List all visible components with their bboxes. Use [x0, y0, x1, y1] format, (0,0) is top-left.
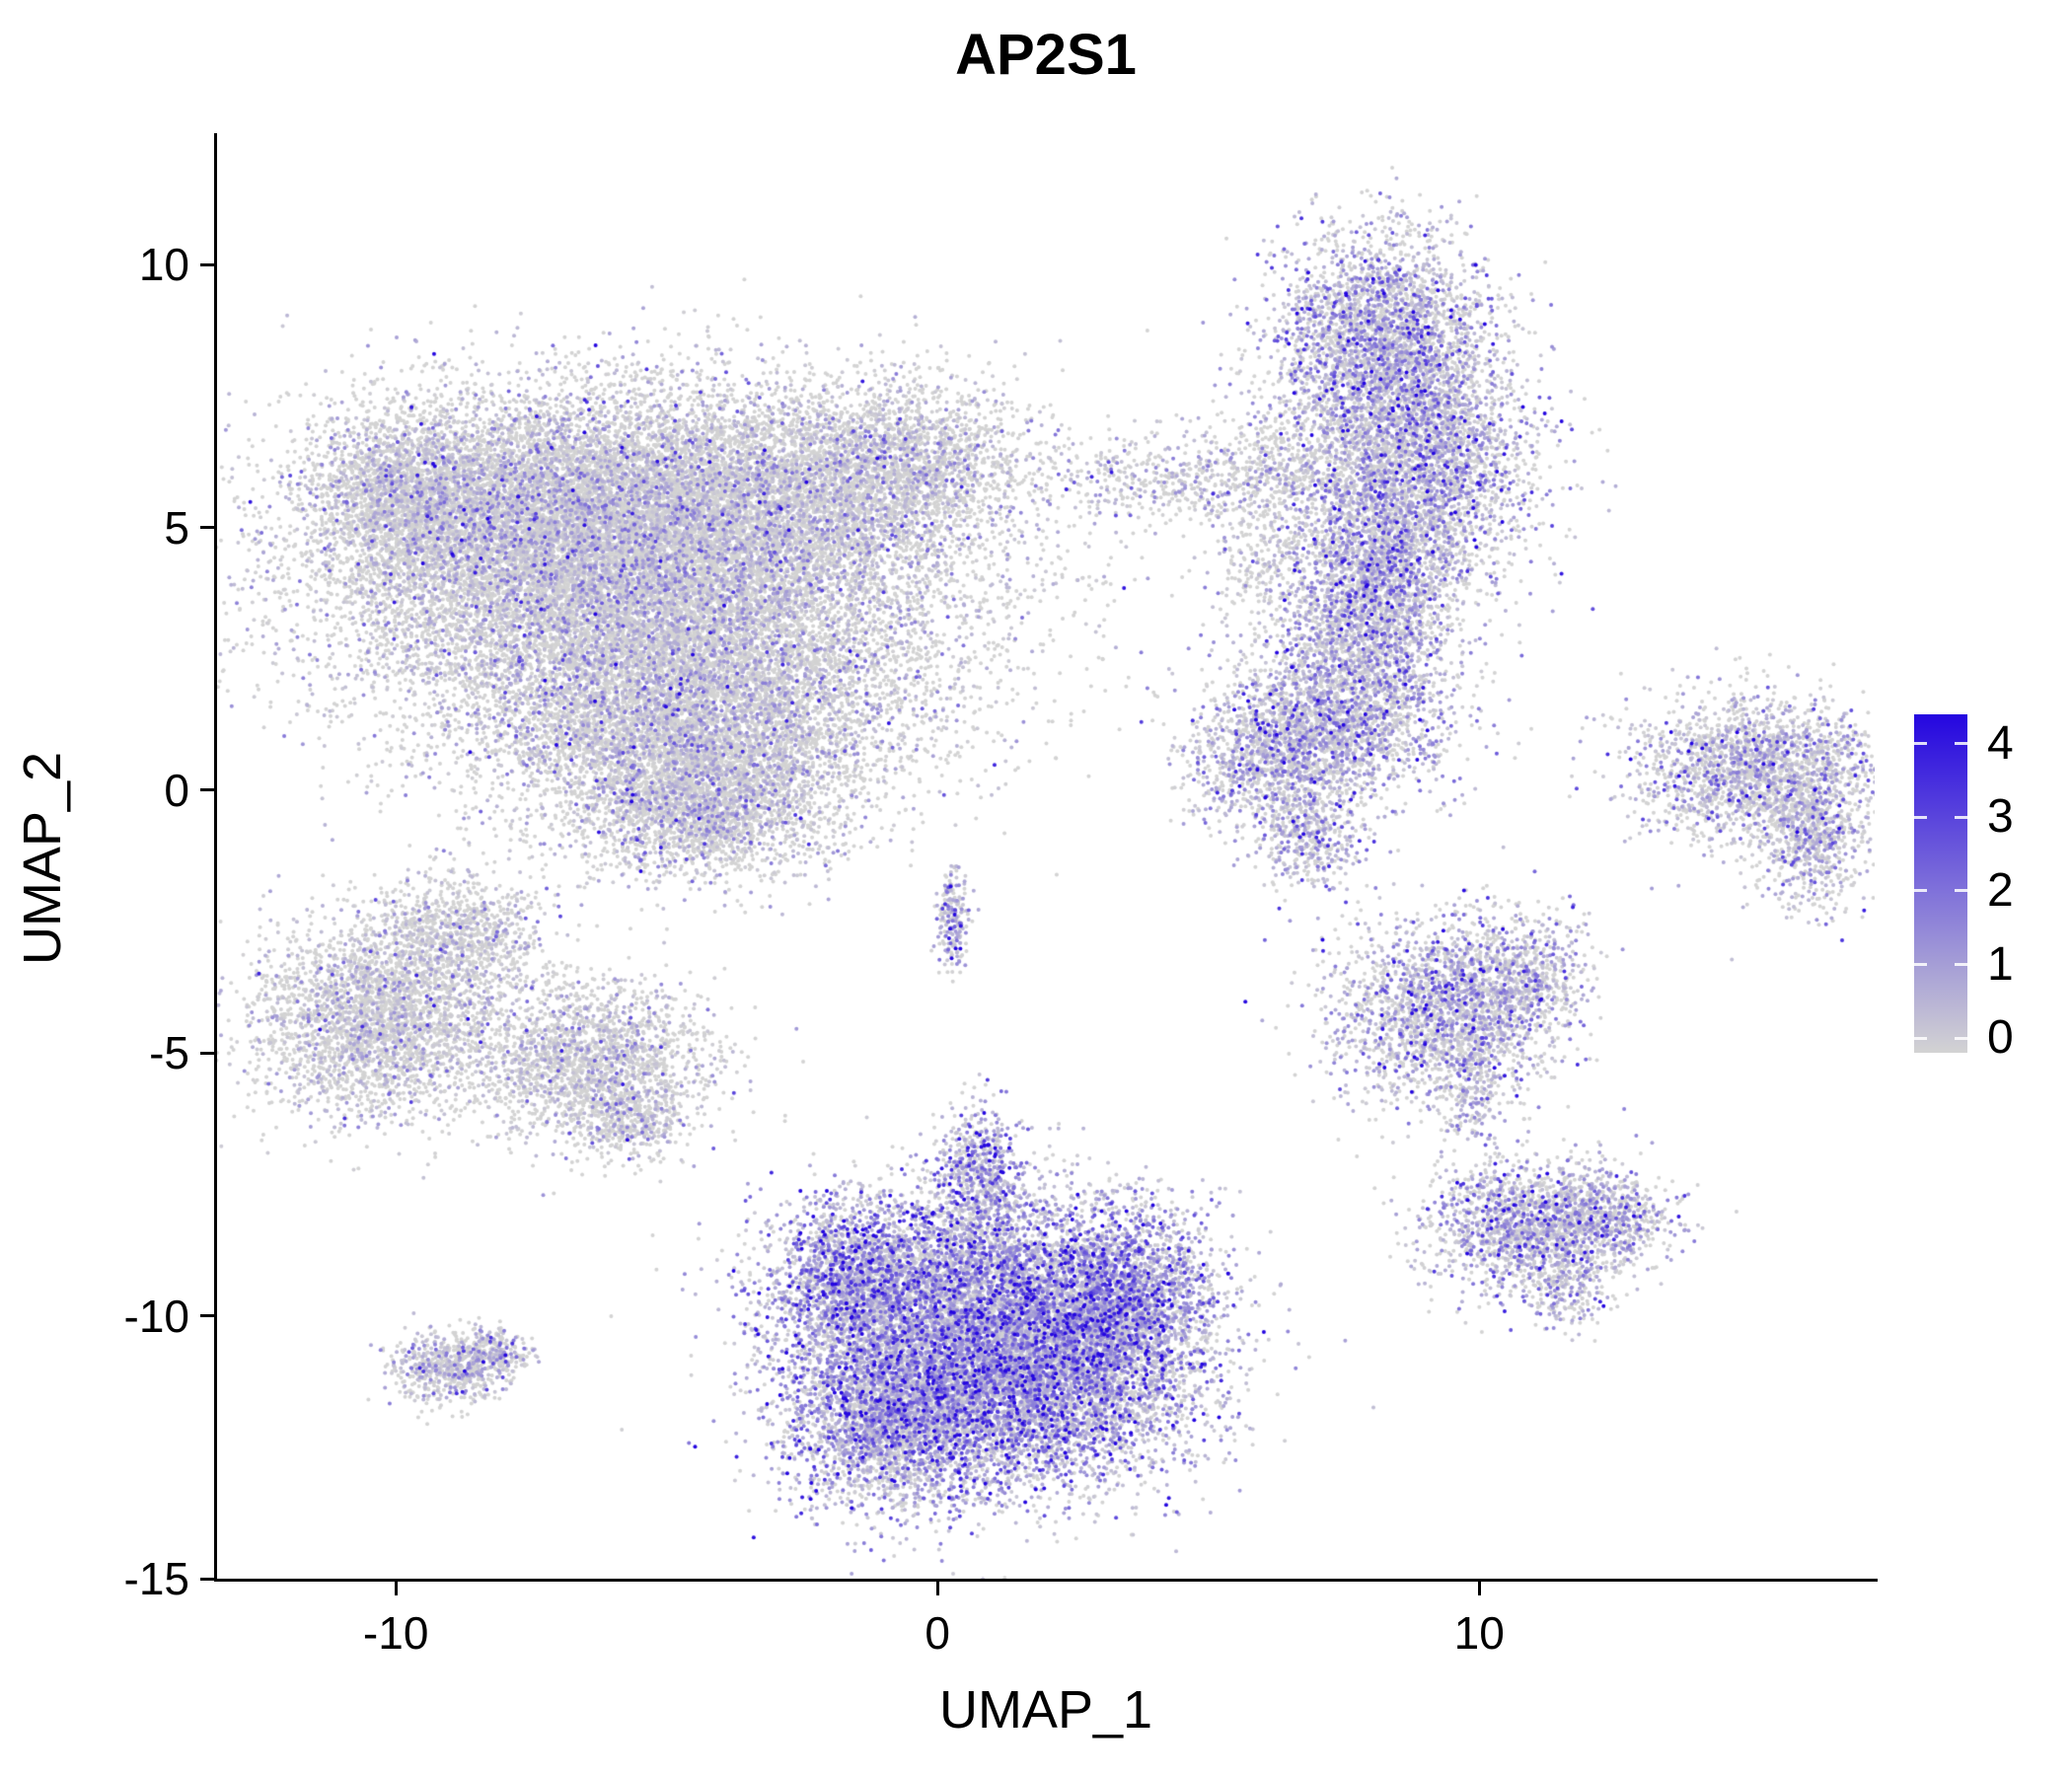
legend-tick-mark: [1914, 963, 1927, 967]
y-tick-label: 10: [138, 239, 189, 291]
legend-tick-label: 4: [1987, 716, 2014, 770]
legend-tick-mark: [1955, 815, 1967, 819]
x-tick-label: 10: [1453, 1607, 1505, 1659]
legend-tick-mark: [1955, 1036, 1967, 1040]
legend-tick-mark: [1914, 1036, 1927, 1040]
x-axis-label: UMAP_1: [938, 1680, 1153, 1739]
x-tick-mark: [935, 1582, 939, 1595]
legend-tick-mark: [1955, 889, 1967, 893]
legend-colorbar: [1914, 714, 1967, 1053]
y-tick-label: 5: [164, 501, 189, 554]
x-axis-line: [214, 1579, 1878, 1582]
plot-title: AP2S1: [955, 23, 1137, 87]
y-axis-label: UMAP_2: [13, 751, 72, 966]
x-tick-label: -10: [362, 1607, 429, 1659]
scatter-canvas: [217, 133, 1875, 1579]
y-tick-mark: [200, 262, 214, 266]
legend-tick-mark: [1955, 963, 1967, 967]
y-axis-line: [214, 133, 217, 1582]
legend-tick-label: 2: [1987, 863, 2014, 917]
legend-tick-label: 1: [1987, 937, 2014, 991]
legend-tick-mark: [1914, 889, 1927, 893]
y-tick-mark: [200, 1314, 214, 1318]
legend-tick-mark: [1914, 742, 1927, 746]
x-tick-label: 0: [925, 1607, 950, 1659]
y-tick-label: 0: [164, 764, 189, 816]
y-tick-label: -5: [149, 1027, 189, 1079]
y-tick-mark: [200, 1577, 214, 1581]
y-tick-mark: [200, 1051, 214, 1055]
legend-tick-label: 3: [1987, 790, 2014, 844]
x-tick-mark: [394, 1582, 398, 1595]
legend-tick-mark: [1914, 815, 1927, 819]
y-tick-mark: [200, 788, 214, 792]
y-tick-label: -15: [123, 1553, 189, 1604]
legend-tick-label: 0: [1987, 1011, 2014, 1065]
legend-tick-mark: [1955, 742, 1967, 746]
y-tick-label: -10: [123, 1290, 189, 1342]
x-tick-mark: [1477, 1582, 1481, 1595]
y-tick-mark: [200, 526, 214, 530]
